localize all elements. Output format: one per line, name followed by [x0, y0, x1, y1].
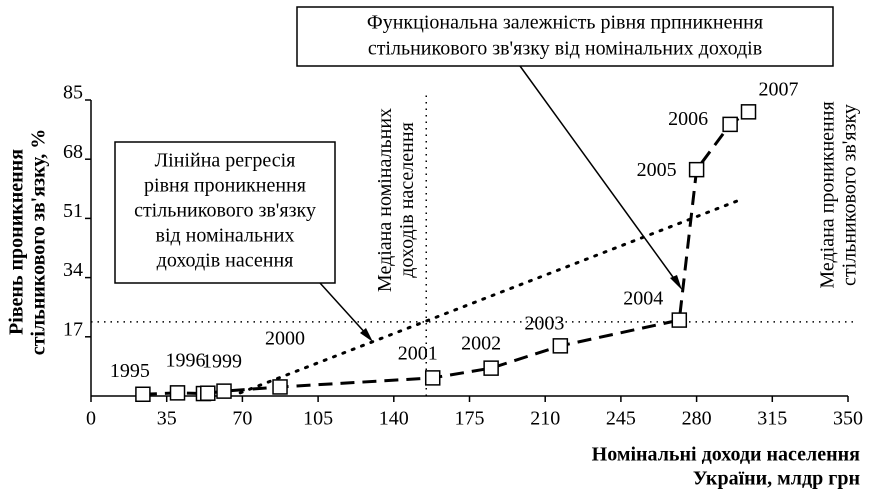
point-label: 2006 [668, 108, 708, 130]
median-label: доходів населення [396, 122, 418, 278]
data-point [135, 386, 151, 403]
data-point [424, 370, 441, 386]
point-label: 2003 [524, 312, 564, 334]
point-label: 2004 [623, 288, 663, 310]
y-axis-label: Рівень проникнення [6, 149, 28, 335]
annotation-box [296, 6, 834, 67]
data-point [169, 385, 186, 401]
y-tick-label: 68 [63, 141, 83, 163]
x-tick-label: 105 [303, 408, 333, 430]
data-point [216, 383, 232, 399]
data-point [688, 161, 705, 178]
x-tick-label: 315 [757, 408, 787, 430]
y-tick-label: 17 [63, 318, 83, 340]
arrow [319, 282, 369, 337]
arrow-head [670, 275, 682, 290]
arrow [519, 65, 679, 285]
point-label: 2002 [461, 333, 501, 355]
data-point [200, 385, 216, 401]
point-label: 2001 [398, 342, 438, 364]
y-tick-label: 34 [63, 259, 83, 281]
x-tick-label: 140 [379, 408, 409, 430]
point-label: 1995 [110, 360, 150, 382]
point-label: 2000 [265, 328, 305, 350]
annotation: стільникового зв'язку [134, 200, 316, 222]
data-point [722, 116, 738, 133]
x-tick-label: 0 [86, 408, 96, 430]
annotation: Лінійна регресія [155, 150, 296, 172]
x-tick-label: 175 [455, 408, 485, 430]
data-point [552, 338, 569, 354]
annotation: від номінальних [156, 225, 295, 247]
annotation: Функціональна залежність рівня прпникнен… [367, 12, 763, 34]
x-axis-label: Номінальні доходи населення [592, 444, 861, 466]
y-axis-label: стільникового зв'язку, % [28, 129, 50, 356]
annotation: стільникового зв'язку від номінальних до… [368, 38, 762, 60]
point-label: 1999 [202, 351, 242, 373]
x-tick-label: 35 [157, 408, 177, 430]
regression-line [238, 198, 742, 395]
x-tick-label: 245 [606, 408, 636, 430]
data-point [272, 379, 288, 395]
y-tick-label: 85 [63, 82, 83, 104]
data-point [740, 104, 757, 120]
data-point [483, 360, 499, 376]
x-tick-label: 280 [682, 408, 712, 430]
median-label: Медіана проникнення [817, 101, 839, 288]
x-axis-label: України, млдр грн [693, 468, 860, 490]
arrow-head [360, 328, 373, 342]
annotation: рівня проникнення [144, 175, 306, 197]
median-label: стільникового зв'язку [839, 104, 861, 286]
point-label: 2007 [759, 78, 799, 100]
annotation: доходів насення [157, 250, 294, 272]
x-tick-label: 210 [530, 408, 560, 430]
y-tick-label: 51 [63, 200, 83, 222]
x-tick-label: 70 [232, 408, 252, 430]
data-point [671, 312, 688, 328]
point-label: 1996 [166, 349, 206, 371]
median-label: Медіана номінальних [374, 108, 396, 292]
annotation-box [114, 141, 336, 284]
x-tick-label: 350 [833, 408, 863, 430]
point-label: 2005 [637, 159, 677, 181]
